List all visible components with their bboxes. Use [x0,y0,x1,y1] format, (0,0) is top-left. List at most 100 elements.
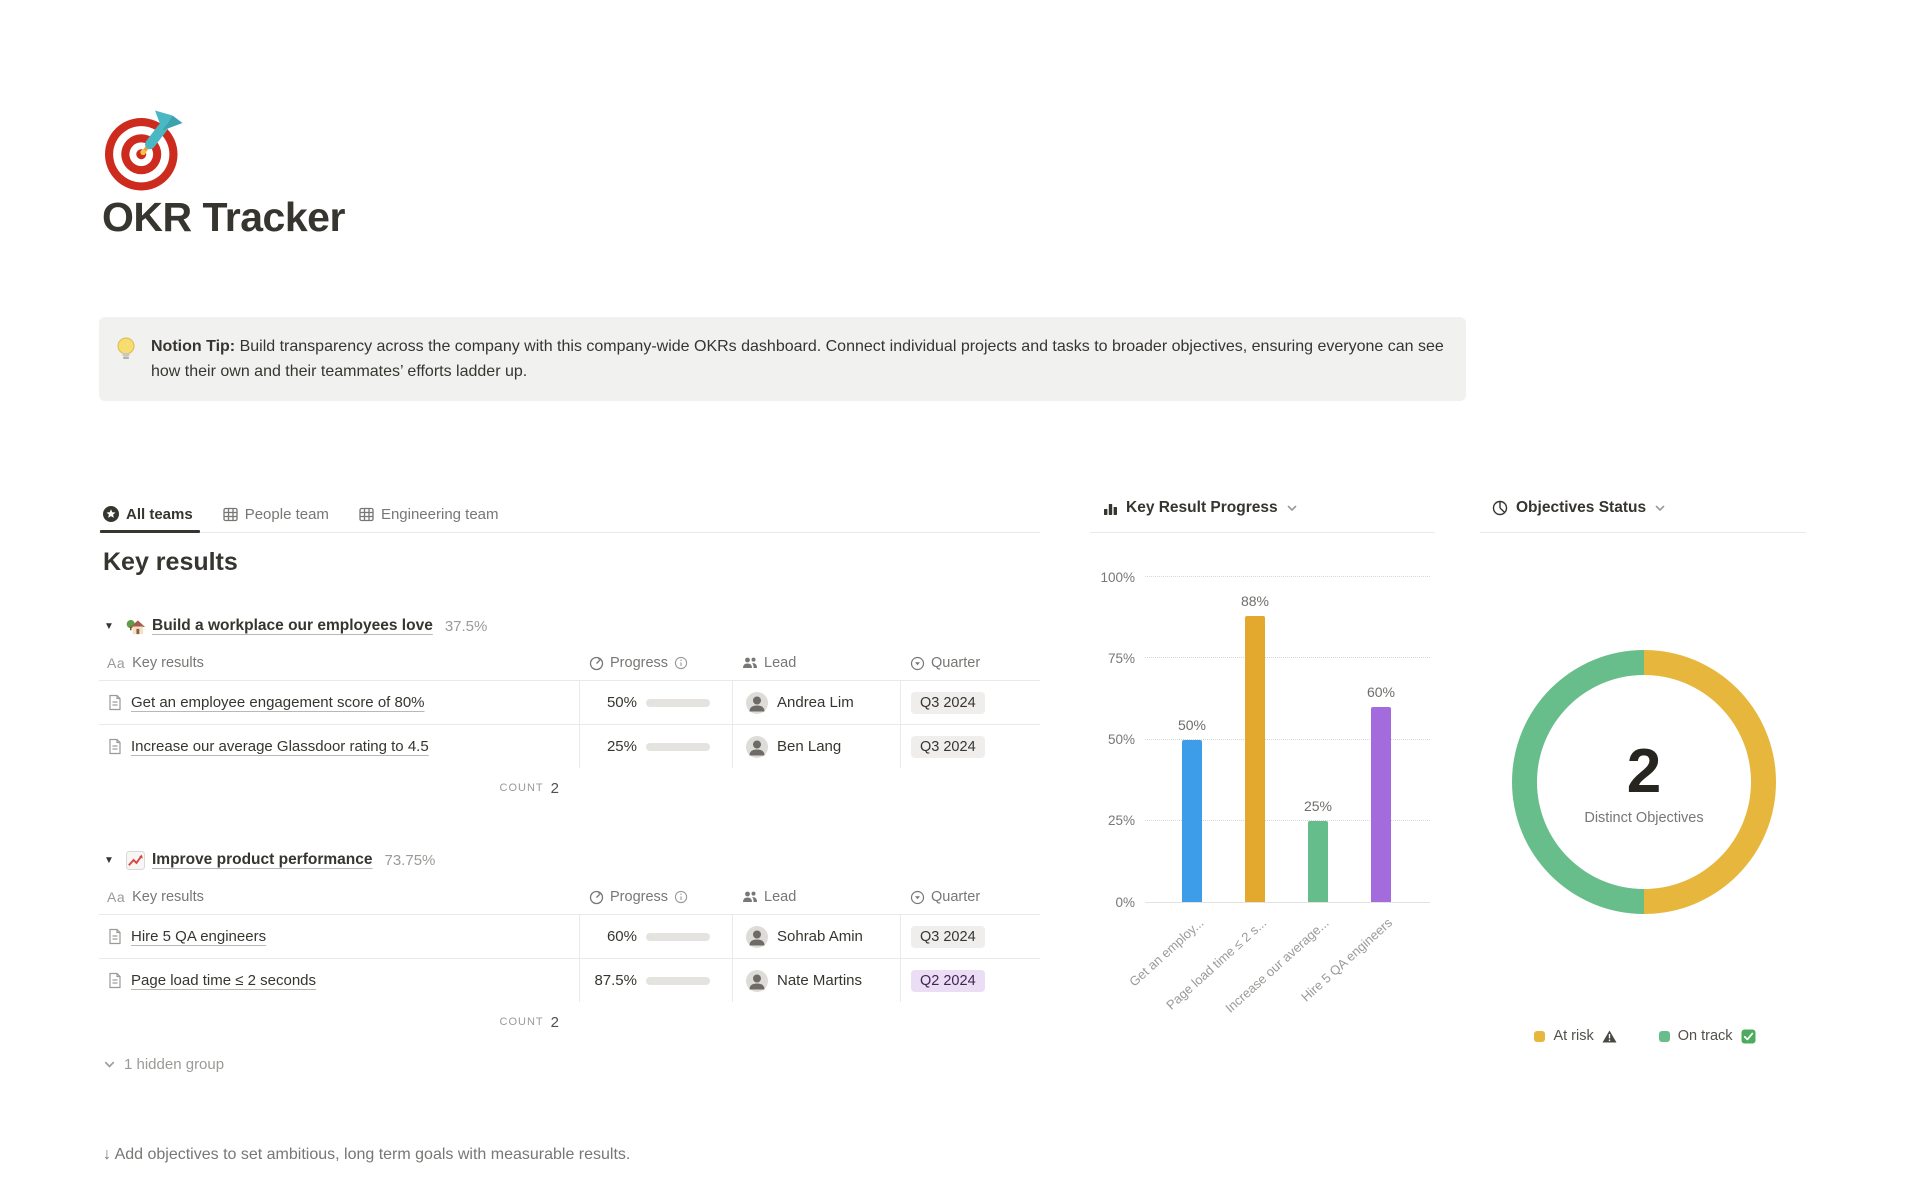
bar [1308,820,1328,902]
count-value: 2 [550,779,559,797]
x-axis-label: Increase our average... [1222,915,1333,1016]
chevron-down-icon[interactable] [1654,502,1666,514]
count-label: COUNT [499,782,544,794]
donut-chart-title: Objectives Status [1516,499,1647,516]
bar-value-label: 60% [1366,684,1396,700]
column-name-header[interactable]: Key results [132,889,204,905]
key-result-link[interactable]: Page load time ≤ 2 seconds [131,972,317,989]
lead-name: Sohrab Amin [777,928,863,945]
key-result-progress-chart: 100% 75% 50% 25% 0% 50% 88% 25% 60% Get … [1100,570,1430,1016]
select-property-icon [910,656,925,670]
page-icon [109,738,121,755]
key-result-link[interactable]: Get an employee engagement score of 80% [131,694,425,711]
page-icon [109,694,121,711]
bar-column: 25% [1278,798,1358,902]
lead-name: Andrea Lim [777,694,854,711]
bar-chart-title: Key Result Progress [1126,499,1278,516]
legend-item-on-track: On track [1658,1028,1756,1044]
page-title: OKR Tracker [102,194,345,240]
tab-label: Engineering team [380,505,499,523]
group-header-1: ▼ Build a workplace our employees love 3… [104,611,487,641]
table-row: Get an employee engagement score of 80% … [99,680,1040,724]
table-view-icon [359,507,374,522]
y-axis-tick: 100% [1100,570,1135,585]
select-property-icon [910,890,925,904]
pie-chart-icon [1492,500,1508,516]
count-row: COUNT 2 [99,768,559,808]
on-track-label: On track [1677,1028,1733,1044]
column-progress-header[interactable]: Progress [610,655,669,671]
donut-legend: At risk On track [1480,1028,1810,1044]
avatar [746,735,768,758]
distinct-objectives-label: Distinct Objectives [1584,810,1704,827]
progress-bar [646,698,710,707]
notion-tip-text: Notion Tip: Build transparency across th… [151,334,1446,384]
donut-chart-divider [1480,532,1806,533]
quarter-badge[interactable]: Q3 2024 [911,925,985,948]
check-icon [1741,1029,1756,1043]
tab-label: People team [244,505,329,523]
group-title-link[interactable]: Build a workplace our employees love [152,617,433,634]
key-result-link[interactable]: Hire 5 QA engineers [131,928,267,945]
tab-all-teams[interactable]: All teams [103,506,193,523]
add-objectives-hint: ↓ Add objectives to set ambitious, long … [103,1146,631,1163]
column-progress-header[interactable]: Progress [610,889,669,905]
group-percent: 37.5% [444,617,488,635]
column-lead-header[interactable]: Lead [764,889,797,905]
table-header: Aa Key results Progress Lead Quarter [99,646,1040,680]
column-lead-header[interactable]: Lead [764,655,797,671]
y-axis-tick: 75% [1107,651,1135,666]
hidden-group-label: 1 hidden group [124,1056,225,1073]
toggle-triangle-icon[interactable]: ▼ [104,620,114,632]
quarter-badge[interactable]: Q3 2024 [911,691,985,714]
toggle-triangle-icon[interactable]: ▼ [104,854,114,866]
column-quarter-header[interactable]: Quarter [931,655,981,671]
house-garden-icon [126,617,152,636]
gridline-25 [1145,819,1430,821]
tab-label: All teams [126,505,193,523]
bar-column: 60% [1341,684,1421,902]
text-property-icon: Aa [107,889,126,905]
column-quarter-header[interactable]: Quarter [931,889,981,905]
notion-tip-body: Build transparency across the company wi… [151,338,1444,380]
page-icon [109,972,121,989]
donut-center: 2 Distinct Objectives [1537,675,1751,889]
progress-bar [646,976,710,985]
column-name-header[interactable]: Key results [132,655,204,671]
key-result-link[interactable]: Increase our average Glassdoor rating to… [131,738,429,755]
progress-value: 50% [606,694,637,711]
at-risk-swatch [1534,1030,1546,1042]
tab-people-team[interactable]: People team [223,506,329,523]
quarter-badge[interactable]: Q3 2024 [911,735,985,758]
notion-tip-callout: Notion Tip: Build transparency across th… [99,317,1466,401]
chevron-down-icon[interactable] [1286,502,1298,514]
progress-value: 25% [606,738,637,755]
progress-bar [646,742,710,751]
gridline-50 [1145,738,1430,740]
bar [1245,616,1265,902]
y-axis-tick: 0% [1115,895,1135,910]
people-icon [743,891,757,902]
key-results-table-2: Aa Key results Progress Lead Quarter Hir… [99,880,1040,1042]
avatar [746,969,768,992]
table-row: Hire 5 QA engineers 60% Sohrab Amin Q3 2… [99,914,1040,958]
hidden-group-toggle[interactable]: 1 hidden group [103,1056,224,1073]
table-header: Aa Key results Progress Lead Quarter [99,880,1040,914]
gridline-75 [1145,657,1430,659]
at-risk-label: At risk [1553,1028,1594,1044]
table-row: Page load time ≤ 2 seconds 87.5% Nate Ma… [99,958,1040,1002]
bar-value-label: 50% [1177,716,1207,733]
progress-bar [646,932,710,941]
star-badge-icon [103,506,119,522]
donut-chart-header[interactable]: Objectives Status [1492,499,1666,517]
view-tabs: All teams People team Engineering team [103,498,499,530]
info-icon [674,890,688,904]
group-title-link[interactable]: Improve product performance [152,851,373,868]
on-track-swatch [1658,1030,1670,1042]
bar-chart-icon [1103,501,1118,516]
y-axis-tick: 25% [1107,813,1135,828]
quarter-badge[interactable]: Q2 2024 [911,969,985,992]
bar-chart-header[interactable]: Key Result Progress [1103,499,1298,517]
tab-engineering-team[interactable]: Engineering team [359,506,499,523]
